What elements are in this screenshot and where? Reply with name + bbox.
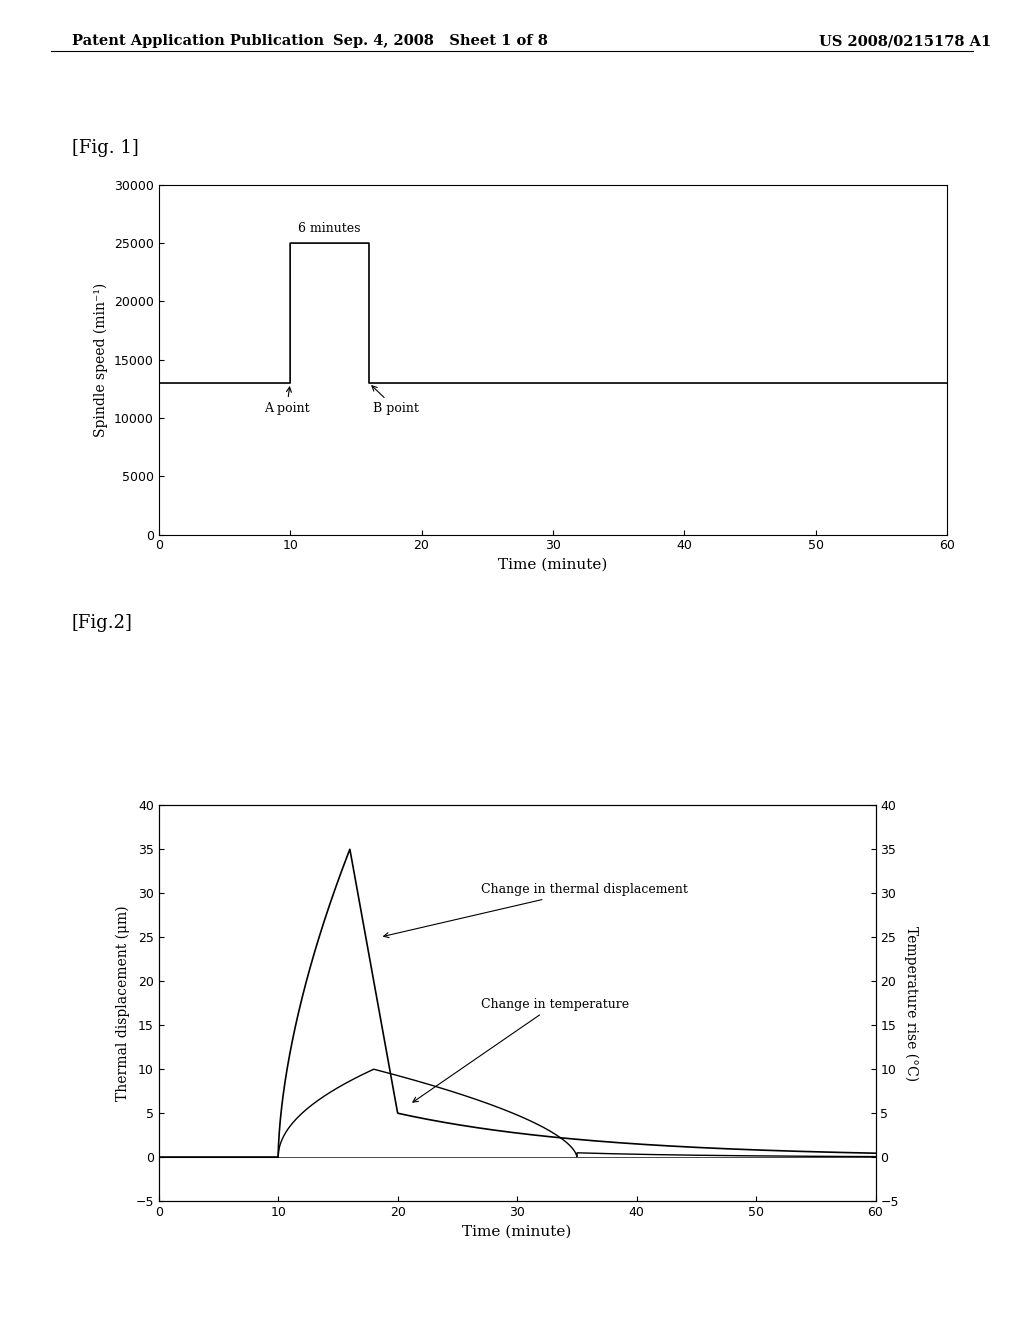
- Text: Change in temperature: Change in temperature: [413, 998, 630, 1102]
- Y-axis label: Thermal displacement (μm): Thermal displacement (μm): [116, 906, 130, 1101]
- Text: Patent Application Publication: Patent Application Publication: [72, 34, 324, 49]
- Text: US 2008/0215178 A1: US 2008/0215178 A1: [819, 34, 991, 49]
- X-axis label: Time (minute): Time (minute): [463, 1225, 571, 1238]
- Text: 6 minutes: 6 minutes: [298, 222, 360, 235]
- Text: Sep. 4, 2008   Sheet 1 of 8: Sep. 4, 2008 Sheet 1 of 8: [333, 34, 548, 49]
- Text: B point: B point: [372, 385, 419, 416]
- X-axis label: Time (minute): Time (minute): [499, 558, 607, 572]
- Text: [Fig.2]: [Fig.2]: [72, 614, 132, 632]
- Text: A point: A point: [264, 387, 309, 416]
- Text: [Fig. 1]: [Fig. 1]: [72, 139, 138, 157]
- Text: Change in thermal displacement: Change in thermal displacement: [384, 883, 688, 937]
- Y-axis label: Spindle speed (min⁻¹): Spindle speed (min⁻¹): [94, 282, 109, 437]
- Y-axis label: Temperature rise (°C): Temperature rise (°C): [904, 925, 919, 1081]
